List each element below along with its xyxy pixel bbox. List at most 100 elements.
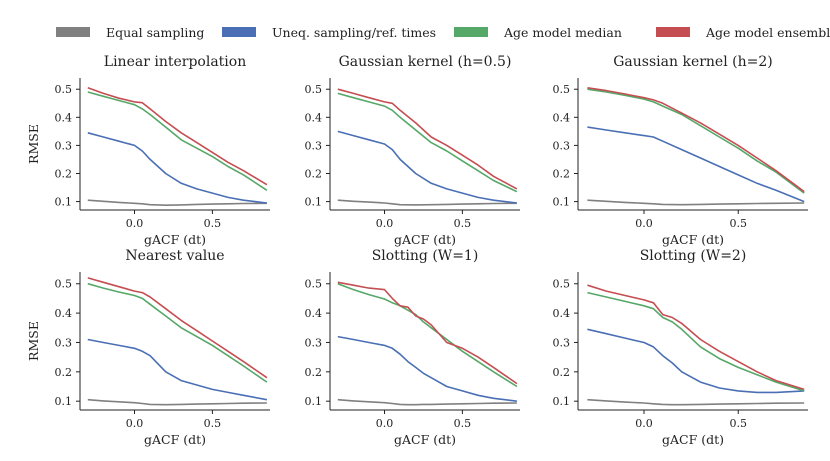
series-line-uneq-sampling-ref-times xyxy=(587,126,805,203)
chart-panel-6: Slotting (W=2) 0.0 0.5 0.1 0.2 0.3 0.4 0.5 gACF … xyxy=(553,248,808,447)
x-tick-label: 0.5 xyxy=(729,217,747,230)
y-tick-label: 0.2 xyxy=(305,366,323,379)
y-tick-label: 0.3 xyxy=(55,139,73,152)
series-line-uneq-sampling-ref-times xyxy=(87,132,267,204)
series-line-uneq-sampling-ref-times xyxy=(337,335,517,402)
legend-item-equal-sampling: Equal sampling xyxy=(56,24,204,40)
series-line-equal-sampling xyxy=(337,199,517,206)
legend: Equal sampling Uneq. sampling/ref. times… xyxy=(0,0,830,40)
x-tick-label: 0.0 xyxy=(376,417,394,430)
x-tick-label: 0.5 xyxy=(204,217,222,230)
series-line-equal-sampling xyxy=(87,398,267,406)
y-axis-label: RMSE xyxy=(26,321,41,361)
y-tick-label: 0.4 xyxy=(553,111,571,124)
x-tick-label: 0.5 xyxy=(454,417,472,430)
y-tick-label: 0.1 xyxy=(553,196,571,209)
y-tick-label: 0.4 xyxy=(305,307,323,320)
series-line-age-model-median xyxy=(337,282,518,388)
series-line-equal-sampling xyxy=(587,199,805,206)
y-tick-label: 0.3 xyxy=(305,139,323,152)
legend-swatch-age-model-ensemble xyxy=(656,27,690,37)
series-line-age-model-median xyxy=(87,91,268,191)
series-line-age-model-median xyxy=(87,282,268,383)
y-tick-label: 0.3 xyxy=(55,336,73,349)
panel-title: Gaussian kernel (h=0.5) xyxy=(339,54,512,70)
legend-item-unequal-sampling: Uneq. sampling/ref. times xyxy=(222,24,436,40)
x-tick-label: 0.5 xyxy=(729,417,747,430)
series-line-uneq-sampling-ref-times xyxy=(337,130,517,204)
legend-swatch-equal-sampling xyxy=(56,27,90,37)
y-tick-label: 0.4 xyxy=(553,307,571,320)
series-line-uneq-sampling-ref-times xyxy=(587,328,805,394)
y-tick-label: 0.4 xyxy=(305,111,323,124)
x-tick-label: 0.0 xyxy=(635,417,653,430)
panel-title: Slotting (W=2) xyxy=(640,248,747,264)
y-tick-label: 0.3 xyxy=(553,336,571,349)
series-line-age-model-ensemble xyxy=(87,277,268,379)
y-tick-label: 0.5 xyxy=(55,278,73,291)
series-line-uneq-sampling-ref-times xyxy=(87,338,268,401)
x-axis-label: gACF (dt) xyxy=(394,232,456,247)
y-tick-label: 0.1 xyxy=(305,395,323,408)
x-tick-label: 0.0 xyxy=(126,417,144,430)
series-line-equal-sampling xyxy=(87,199,267,206)
legend-label-age-model-ensemble: Age model ensemble xyxy=(706,24,830,40)
legend-item-age-model-ensemble: Age model ensemble xyxy=(656,24,830,40)
x-tick-label: 0.0 xyxy=(376,217,394,230)
series-line-age-model-ensemble xyxy=(337,88,518,190)
series-line-age-model-ensemble xyxy=(587,87,805,193)
x-axis-label: gACF (dt) xyxy=(144,432,206,447)
legend-label-equal-sampling: Equal sampling xyxy=(106,24,205,40)
y-tick-label: 0.3 xyxy=(553,139,571,152)
y-tick-label: 0.5 xyxy=(55,83,73,96)
y-tick-label: 0.5 xyxy=(305,83,323,96)
x-axis-label: gACF (dt) xyxy=(144,232,206,247)
chart-panel-1: Linear interpolation 0.0 0.5 0.1 0.2 0.3 0.4 0.… xyxy=(26,54,270,247)
panel-title: Linear interpolation xyxy=(104,54,246,70)
x-tick-label: 0.0 xyxy=(126,217,144,230)
chart-panel-4: Nearest value 0.0 0.5 0.1 0.2 0.3 0.4 0.5 gACF (… xyxy=(26,248,270,447)
legend-label-age-model-median: Age model median xyxy=(504,24,622,40)
legend-label-unequal-sampling: Uneq. sampling/ref. times xyxy=(272,24,437,40)
panel-title: Slotting (W=1) xyxy=(372,248,479,264)
y-tick-label: 0.4 xyxy=(55,111,73,124)
y-tick-label: 0.3 xyxy=(305,336,323,349)
series-line-age-model-ensemble xyxy=(87,87,268,186)
series-line-age-model-median xyxy=(337,92,518,193)
x-axis-label: gACF (dt) xyxy=(662,232,724,247)
panel-title: Nearest value xyxy=(125,248,224,264)
x-axis-label: gACF (dt) xyxy=(662,432,724,447)
x-tick-label: 0.0 xyxy=(635,217,653,230)
y-tick-label: 0.5 xyxy=(553,278,571,291)
panel-title: Gaussian kernel (h=2) xyxy=(613,54,772,70)
x-tick-label: 0.5 xyxy=(204,417,222,430)
y-tick-label: 0.1 xyxy=(305,196,323,209)
x-axis-label: gACF (dt) xyxy=(394,432,456,447)
y-tick-label: 0.2 xyxy=(305,167,323,180)
series-line-equal-sampling xyxy=(587,398,805,406)
series-line-age-model-ensemble xyxy=(587,284,805,391)
chart-panel-5: Slotting (W=1) 0.0 0.5 0.1 0.2 0.3 0.4 0.5 gACF … xyxy=(305,248,520,447)
y-tick-label: 0.1 xyxy=(553,395,571,408)
series-line-age-model-median xyxy=(587,291,805,392)
y-tick-label: 0.2 xyxy=(55,366,73,379)
y-axis-label: RMSE xyxy=(26,124,41,164)
y-tick-label: 0.1 xyxy=(55,395,73,408)
chart-panel-3: Gaussian kernel (h=2) 0.0 0.5 0.1 0.2 0.3 0.4 0… xyxy=(553,54,808,247)
series-line-age-model-median xyxy=(587,88,805,194)
chart-panel-2: Gaussian kernel (h=0.5) 0.0 0.5 0.1 0.2 0.3 0.… xyxy=(305,54,520,247)
x-tick-label: 0.5 xyxy=(454,217,472,230)
series-line-equal-sampling xyxy=(337,398,517,406)
y-tick-label: 0.1 xyxy=(55,196,73,209)
legend-swatch-unequal-sampling xyxy=(222,27,256,37)
y-tick-label: 0.2 xyxy=(55,167,73,180)
legend-item-age-model-median: Age model median xyxy=(454,24,622,40)
legend-swatch-age-model-median xyxy=(454,27,488,37)
y-tick-label: 0.2 xyxy=(553,167,571,180)
y-tick-label: 0.4 xyxy=(55,307,73,320)
y-tick-label: 0.5 xyxy=(305,278,323,291)
series-line-age-model-ensemble xyxy=(337,281,518,385)
y-tick-label: 0.2 xyxy=(553,366,571,379)
y-tick-label: 0.5 xyxy=(553,83,571,96)
